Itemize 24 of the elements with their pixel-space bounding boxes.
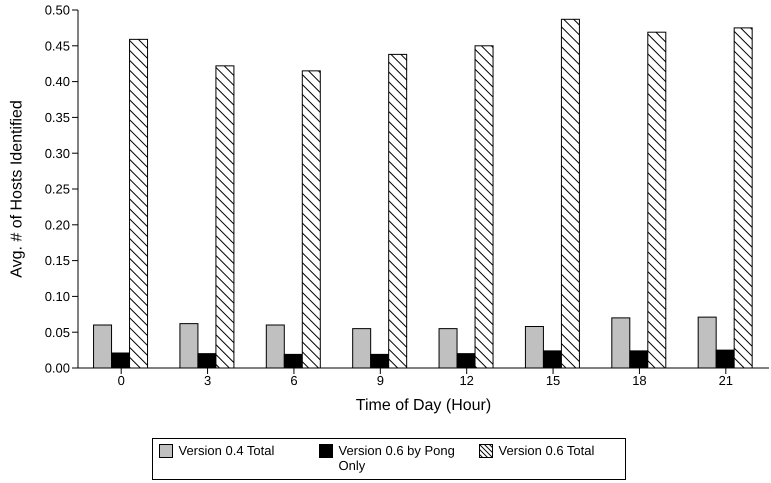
- x-tick-label: 6: [290, 373, 298, 388]
- y-tick-label: 0.20: [44, 217, 70, 232]
- x-tick-label: 21: [718, 373, 734, 388]
- x-tick-label: 18: [632, 373, 647, 388]
- y-tick-label: 0.00: [44, 360, 70, 376]
- x-axis-title: Time of Day (Hour): [356, 397, 492, 414]
- legend-label: Version 0.4 Total: [178, 443, 274, 458]
- y-axis-title: Avg. # of Hosts Identified: [8, 100, 26, 278]
- y-tick-label: 0.25: [44, 182, 70, 197]
- y-tick-label: 0.10: [44, 289, 70, 304]
- y-tick-label: 0.30: [44, 146, 70, 161]
- y-tick-label: 0.35: [44, 110, 70, 126]
- y-tick-label: 0.50: [44, 2, 70, 18]
- y-tick-label: 0.05: [44, 324, 70, 340]
- x-tick-label: 3: [204, 373, 212, 388]
- x-tick-label: 15: [546, 373, 560, 388]
- x-tick-label: 12: [459, 373, 474, 388]
- legend-label: Version 0.6 Total: [498, 443, 594, 458]
- legend-label: Version 0.6 by Pong Only: [338, 443, 456, 473]
- y-tick-label: 0.40: [44, 74, 70, 90]
- x-tick-label: 0: [118, 373, 125, 388]
- x-tick-label: 9: [376, 373, 384, 388]
- y-tick-label: 0.45: [44, 38, 70, 54]
- y-tick-label: 0.15: [44, 253, 70, 268]
